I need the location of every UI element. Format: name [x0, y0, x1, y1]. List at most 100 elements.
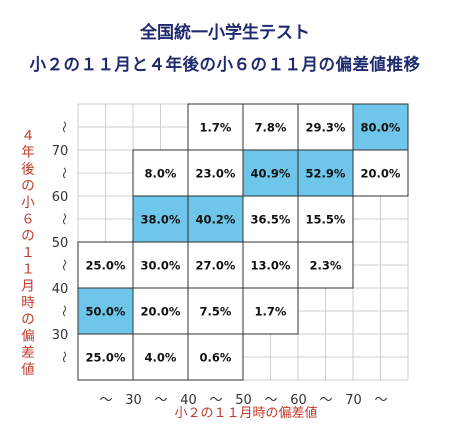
cell-value-label: 13.0%	[251, 259, 291, 273]
cell-rect	[242, 195, 299, 243]
cell-rect	[352, 149, 409, 197]
cell-value-label: 40.9%	[251, 167, 291, 181]
cell-rect	[297, 195, 354, 243]
heatmap-cell: 25.0%	[77, 333, 134, 381]
y-axis-label-glyph: の	[21, 228, 35, 244]
cell-rect	[187, 287, 244, 335]
y-axis-label-glyph: １	[21, 245, 35, 261]
x-tick-label: 〜	[374, 393, 387, 408]
heatmap-cell: 7.8%	[242, 103, 299, 151]
cell-value-label: 25.0%	[86, 259, 126, 273]
heatmap-cell: 20.0%	[132, 287, 189, 335]
cell-rect	[352, 103, 409, 151]
cell-rect	[132, 241, 189, 289]
x-tick-label: 〜	[319, 393, 332, 408]
heatmap-cell: 80.0%	[352, 103, 409, 151]
y-axis-label-glyph: ４	[21, 128, 35, 144]
heatmap-cell: 50.0%	[77, 287, 134, 335]
cell-value-label: 15.5%	[306, 213, 346, 227]
cell-value-label: 40.2%	[196, 213, 236, 227]
cell-value-label: 23.0%	[196, 167, 236, 181]
cell-value-label: 20.0%	[361, 167, 401, 181]
y-tick-label: 〜	[57, 167, 71, 179]
cell-rect	[242, 287, 299, 335]
y-tick-label: 50	[52, 236, 69, 251]
y-axis-label-glyph: １	[21, 262, 35, 278]
cell-value-label: 29.3%	[306, 121, 346, 135]
cell-rect	[297, 149, 354, 197]
x-tick-label: 30	[125, 393, 142, 408]
heatmap-cell: 36.5%	[242, 195, 299, 243]
y-tick-label: 〜	[57, 259, 71, 271]
heatmap-cell: 7.5%	[187, 287, 244, 335]
cell-value-label: 38.0%	[141, 213, 181, 227]
x-tick-label: 〜	[99, 393, 112, 408]
chart-subtitle: 小２の１１月と４年後の小６の１１月の偏差値推移	[29, 55, 421, 74]
cell-value-label: 52.9%	[306, 167, 346, 181]
heatmap-cell: 30.0%	[132, 241, 189, 289]
heatmap-cell: 13.0%	[242, 241, 299, 289]
x-tick-label: 70	[345, 393, 362, 408]
x-tick-label: 40	[180, 393, 197, 408]
cell-value-label: 0.6%	[200, 351, 232, 365]
heatmap-cell: 38.0%	[132, 195, 189, 243]
x-tick-label: 50	[235, 393, 252, 408]
y-tick-label: 70	[52, 144, 69, 159]
y-tick-label: 〜	[57, 213, 71, 225]
heatmap-cell: 2.3%	[297, 241, 354, 289]
y-axis-label-glyph: 差	[21, 345, 35, 361]
y-tick-label: 〜	[57, 305, 71, 317]
y-axis-label-glyph: の	[21, 312, 35, 328]
y-tick-label: 60	[52, 190, 69, 205]
cell-value-label: 7.8%	[255, 121, 287, 135]
heatmap-cell: 27.0%	[187, 241, 244, 289]
heatmap-cell: 40.2%	[187, 195, 244, 243]
cell-value-label: 4.0%	[145, 351, 177, 365]
y-axis-label-glyph: 偏	[21, 328, 35, 344]
cell-rect	[242, 241, 299, 289]
y-tick-label: 〜	[57, 121, 71, 133]
x-tick-label: 〜	[154, 393, 167, 408]
y-axis-label-glyph: 後	[21, 161, 35, 177]
heatmap-cell: 1.7%	[187, 103, 244, 151]
cell-rect	[297, 241, 354, 289]
axis-ticks: 〜 30 〜 40 〜 50 〜 60 〜 70 〜〜70〜60〜50〜40〜30〜	[52, 121, 388, 408]
heatmap-cell: 25.0%	[77, 241, 134, 289]
cell-value-label: 1.7%	[200, 121, 232, 135]
y-tick-label: 40	[52, 282, 69, 297]
cell-rect	[187, 149, 244, 197]
cell-grid: 1.7% 7.8% 29.3% 80.0% 8.0% 23.0% 40.9% 52.9% 20.…	[77, 103, 409, 381]
y-axis-label-glyph: の	[21, 178, 35, 194]
heatmap-cell: 23.0%	[187, 149, 244, 197]
heatmap-cell: 4.0%	[132, 333, 189, 381]
y-tick-label: 30	[52, 328, 69, 343]
y-axis-label-glyph: 年	[21, 145, 35, 161]
x-axis-label: 小２の１１月時の偏差値	[174, 405, 317, 421]
y-axis-label-glyph: 値	[21, 362, 35, 378]
x-tick-label: 〜	[209, 393, 222, 408]
cell-value-label: 20.0%	[141, 305, 181, 319]
y-axis-label-glyph: ６	[21, 212, 35, 228]
cell-value-label: 30.0%	[141, 259, 181, 273]
y-axis-label-glyph: 時	[21, 295, 35, 311]
cell-value-label: 1.7%	[255, 305, 287, 319]
cell-value-label: 80.0%	[361, 121, 401, 135]
y-axis-label-glyph: 小	[21, 195, 35, 211]
cell-value-label: 36.5%	[251, 213, 291, 227]
heatmap-cell: 1.7%	[242, 287, 299, 335]
heatmap-cell: 52.9%	[297, 149, 354, 197]
heatmap-cell: 40.9%	[242, 149, 299, 197]
cell-value-label: 25.0%	[86, 351, 126, 365]
cell-value-label: 50.0%	[86, 305, 126, 319]
x-tick-label: 〜	[264, 393, 277, 408]
heatmap-cell: 8.0%	[132, 149, 189, 197]
cell-value-label: 8.0%	[145, 167, 177, 181]
heatmap-cell: 0.6%	[187, 333, 244, 381]
chart-title: 全国統一小学生テスト	[140, 23, 310, 43]
heatmap-cell: 29.3%	[297, 103, 354, 151]
cell-rect	[77, 333, 134, 381]
cell-rect	[187, 333, 244, 381]
heatmap-cell: 15.5%	[297, 195, 354, 243]
